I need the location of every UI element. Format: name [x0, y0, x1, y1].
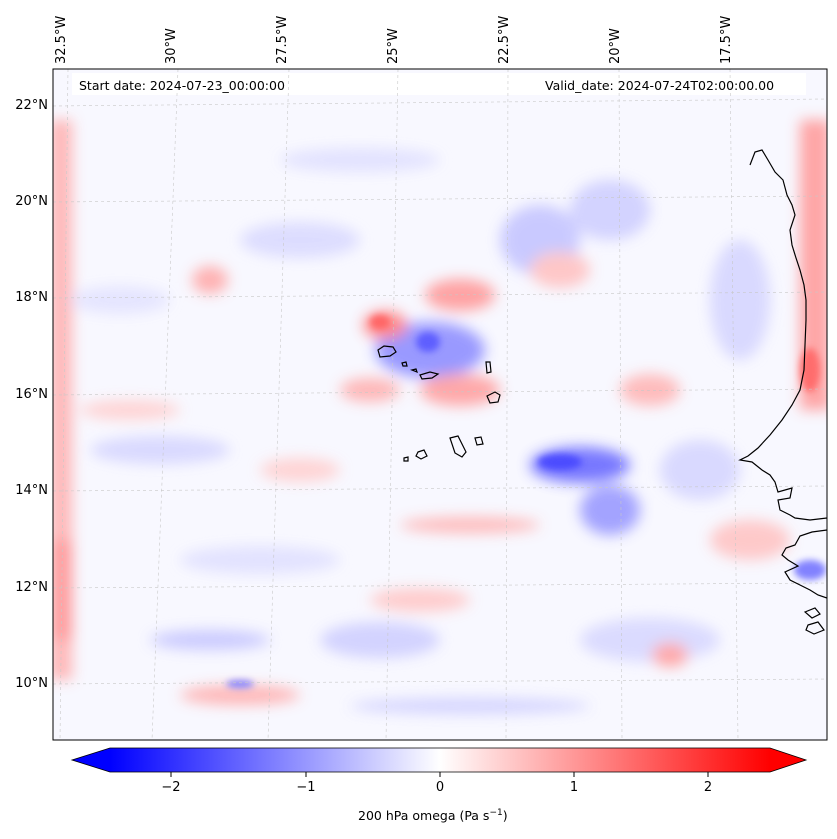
- africa-coastline: [738, 149, 827, 521]
- sao-vicente-island: [401, 361, 408, 367]
- colorbar-extend-min: [72, 748, 110, 772]
- omega-anomaly: [652, 643, 688, 667]
- lat-label: 18°N: [15, 290, 48, 305]
- omega-anomaly: [620, 374, 680, 406]
- colorbar-label: 200 hPa omega (Pa s−1): [358, 808, 508, 823]
- santa-luzia-island: [410, 368, 418, 374]
- start-date-label: Start date: 2024-07-23_00:00:00: [79, 78, 285, 93]
- omega-anomaly: [530, 252, 590, 288]
- colorbar-tick-label: −1: [296, 780, 316, 795]
- omega-anomaly: [710, 520, 790, 560]
- lat-label: 12°N: [15, 580, 48, 595]
- lat-label: 14°N: [15, 483, 48, 498]
- lon-label: 27.5°W: [275, 15, 290, 64]
- map-frame: [52, 68, 828, 741]
- omega-anomaly: [226, 680, 254, 688]
- colorbar-tick-label: 2: [703, 780, 713, 795]
- omega-anomaly: [420, 374, 500, 406]
- omega-anomaly: [710, 240, 770, 360]
- omega-anomaly: [80, 400, 180, 420]
- omega-anomaly: [370, 315, 390, 329]
- colorbar-outline: [70, 747, 808, 773]
- lon-label: 25°W: [386, 28, 401, 64]
- lat-label: 10°N: [15, 676, 48, 691]
- omega-anomaly: [425, 279, 495, 311]
- omega-anomaly: [70, 286, 170, 314]
- santiago-island: [449, 435, 467, 458]
- colorbar-tick-label: −2: [161, 780, 181, 795]
- colorbar-tick-label: 0: [435, 780, 445, 795]
- omega-anomaly: [800, 348, 820, 392]
- omega-anomaly: [580, 618, 720, 662]
- colorbar-label-close: ): [502, 808, 508, 824]
- brava-island: [403, 456, 409, 462]
- omega-anomaly: [370, 588, 470, 612]
- fogo-island: [415, 449, 428, 460]
- omega-anomaly: [538, 454, 582, 470]
- colorbar-label-text: 200 hPa omega (Pa s: [358, 808, 490, 824]
- omega-anomaly: [416, 332, 440, 352]
- omega-anomaly: [260, 458, 340, 482]
- bijagos-islands: [803, 607, 825, 635]
- omega-anomaly: [180, 546, 340, 574]
- omega-anomaly: [240, 222, 360, 258]
- lon-label: 20°W: [608, 28, 623, 64]
- santo-antao-island: [377, 345, 397, 358]
- boa-vista-island: [486, 391, 501, 404]
- lon-label: 17.5°W: [719, 15, 734, 64]
- omega-anomaly: [350, 698, 590, 714]
- omega-anomaly: [400, 517, 540, 533]
- lat-label: 20°N: [15, 194, 48, 209]
- omega-anomaly: [150, 630, 270, 650]
- omega-anomaly: [794, 560, 826, 580]
- colorbar-label-exponent: −1: [489, 808, 503, 818]
- gridlines: [53, 69, 827, 740]
- omega-anomaly: [660, 440, 740, 500]
- maio-island: [474, 436, 484, 446]
- omega-field: [53, 69, 827, 740]
- omega-anomaly: [580, 485, 640, 535]
- lon-label: 22.5°W: [497, 15, 512, 64]
- omega-anomaly: [90, 436, 230, 464]
- colorbar-gradient: [110, 748, 770, 772]
- cape-verde-islands: [377, 345, 501, 462]
- omega-anomaly: [53, 540, 72, 640]
- lat-label: 22°N: [15, 98, 48, 113]
- sao-nicolau-island: [419, 371, 440, 380]
- colorbar: [70, 747, 808, 777]
- lon-label: 30°W: [164, 28, 179, 64]
- header-band: [72, 73, 806, 95]
- valid-date-label: Valid_date: 2024-07-24T02:00:00.00: [545, 78, 775, 93]
- omega-anomaly: [340, 378, 400, 402]
- omega-anomaly: [280, 148, 440, 172]
- guinea-bissau-coast: [781, 529, 827, 599]
- colorbar-extend-max: [770, 748, 806, 772]
- colorbar-tick-label: 1: [569, 780, 579, 795]
- omega-anomaly: [570, 180, 650, 240]
- omega-anomaly: [180, 685, 300, 705]
- sal-island: [485, 361, 492, 374]
- omega-anomaly: [320, 622, 440, 658]
- omega-anomaly: [192, 266, 228, 294]
- lon-label: 32.5°W: [54, 15, 69, 64]
- coastlines: [738, 149, 827, 635]
- lat-label: 16°N: [15, 387, 48, 402]
